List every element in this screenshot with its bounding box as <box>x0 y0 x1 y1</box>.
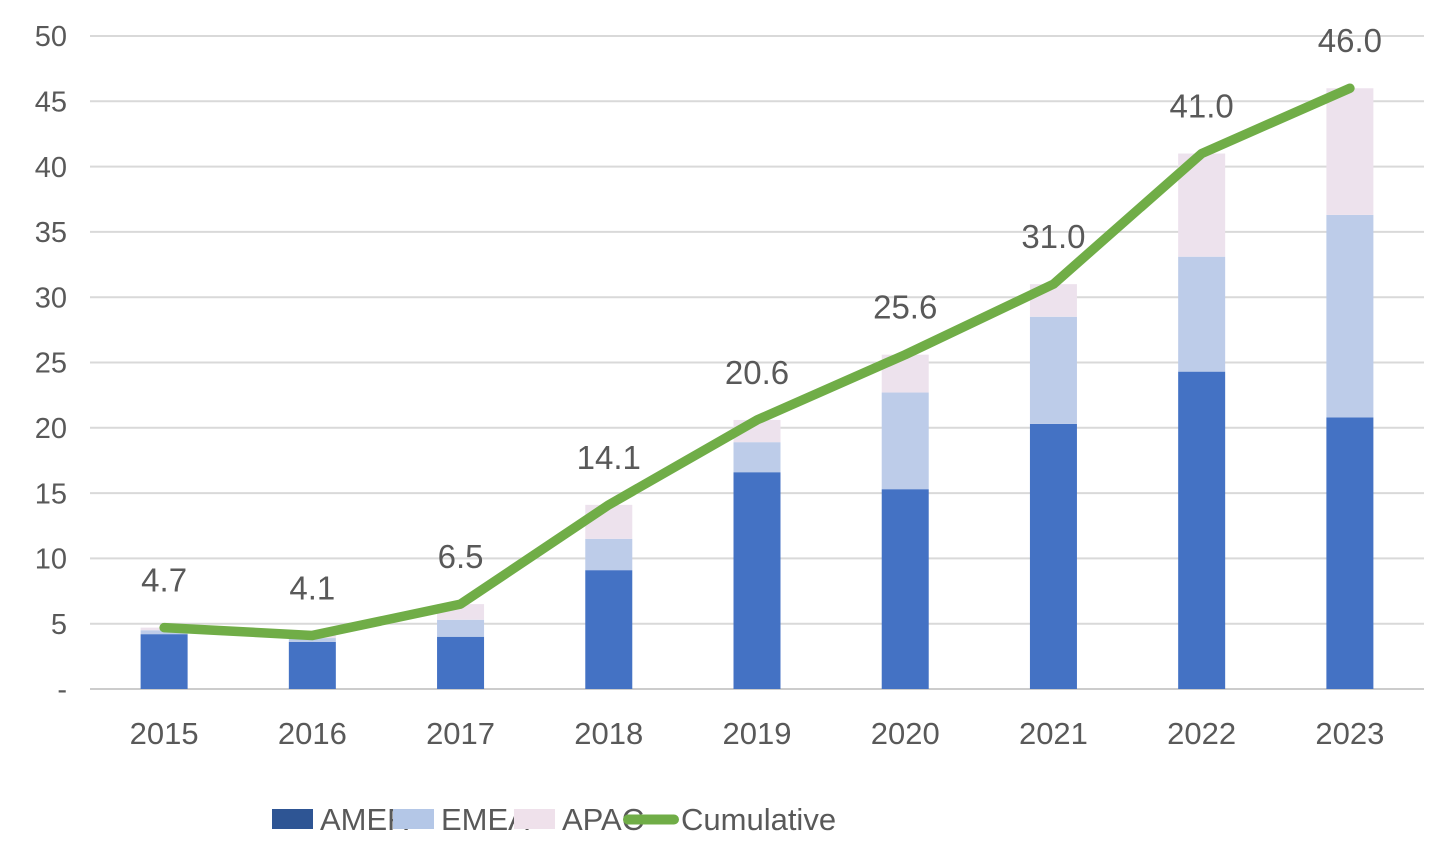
data-labels: 4.7 4.1 6.5 14.1 20.6 25.6 31.0 41.0 46.0 <box>141 22 1382 606</box>
legend: AMER EMEA APAC Cumulative <box>272 802 836 837</box>
y-axis: - 5 10 15 20 25 30 35 40 45 50 <box>35 21 67 706</box>
y-tick-label: 45 <box>35 86 67 118</box>
y-tick-label: 35 <box>35 217 67 249</box>
data-label: 41.0 <box>1170 88 1234 125</box>
legend-item-emea[interactable]: EMEA <box>393 802 529 837</box>
x-axis-label: 2017 <box>426 716 495 751</box>
y-tick-label: 15 <box>35 478 67 510</box>
data-label: 6.5 <box>438 538 484 575</box>
legend-swatch-amer-icon <box>272 809 313 829</box>
legend-label-cumulative: Cumulative <box>681 802 836 837</box>
x-axis: 2015 2016 2017 2018 2019 2020 2021 2022 2023 <box>130 716 1385 751</box>
bar-segment-amer-2023[interactable] <box>1326 417 1374 689</box>
bar-segment-amer-2018[interactable] <box>585 570 633 689</box>
bar-segment-emea-2022[interactable] <box>1178 256 1226 372</box>
bar-segment-amer-2022[interactable] <box>1178 371 1226 689</box>
data-label: 46.0 <box>1318 22 1382 59</box>
x-axis-label: 2016 <box>278 716 347 751</box>
y-tick-label: 20 <box>35 413 67 445</box>
y-tick-label: 25 <box>35 348 67 380</box>
x-axis-label: 2018 <box>574 716 643 751</box>
bar-segment-amer-2015[interactable] <box>140 634 188 689</box>
y-tick-label: - <box>57 674 67 706</box>
data-label: 20.6 <box>725 354 789 391</box>
y-tick-label: 40 <box>35 152 67 184</box>
x-axis-label: 2020 <box>871 716 940 751</box>
data-label: 14.1 <box>577 439 641 476</box>
bar-segment-amer-2019[interactable] <box>733 472 781 689</box>
cumulative-line[interactable] <box>159 83 1355 641</box>
legend-item-apac[interactable]: APAC <box>514 802 644 837</box>
x-axis-label: 2015 <box>130 716 199 751</box>
data-label: 31.0 <box>1021 218 1085 255</box>
x-axis-label: 2019 <box>723 716 792 751</box>
bar-segment-amer-2021[interactable] <box>1029 423 1077 689</box>
y-tick-label: 10 <box>35 544 67 576</box>
data-label: 4.1 <box>289 569 335 606</box>
x-axis-label: 2021 <box>1019 716 1088 751</box>
bar-segment-emea-2019[interactable] <box>733 442 781 473</box>
bar-segment-amer-2020[interactable] <box>881 489 929 689</box>
bar-segment-amer-2016[interactable] <box>288 641 336 689</box>
bar-segment-apac-2023[interactable] <box>1326 88 1374 215</box>
data-label: 25.6 <box>873 289 937 326</box>
bar-segment-amer-2017[interactable] <box>437 636 485 689</box>
y-tick-label: 5 <box>51 609 67 641</box>
legend-swatch-apac-icon <box>514 809 555 829</box>
y-tick-label: 30 <box>35 282 67 314</box>
data-label: 4.7 <box>141 562 187 599</box>
bar-segment-emea-2021[interactable] <box>1029 316 1077 424</box>
legend-swatch-emea-icon <box>393 809 434 829</box>
x-axis-label: 2023 <box>1315 716 1384 751</box>
legend-item-amer[interactable]: AMER <box>272 802 410 837</box>
x-axis-label: 2022 <box>1167 716 1236 751</box>
bars <box>140 88 1374 689</box>
bar-segment-emea-2023[interactable] <box>1326 214 1374 418</box>
bar-segment-emea-2020[interactable] <box>881 392 929 490</box>
y-tick-label: 50 <box>35 21 67 53</box>
bar-segment-emea-2017[interactable] <box>437 619 485 637</box>
legend-item-cumulative[interactable]: Cumulative <box>623 802 836 837</box>
bar-segment-emea-2018[interactable] <box>585 538 633 571</box>
